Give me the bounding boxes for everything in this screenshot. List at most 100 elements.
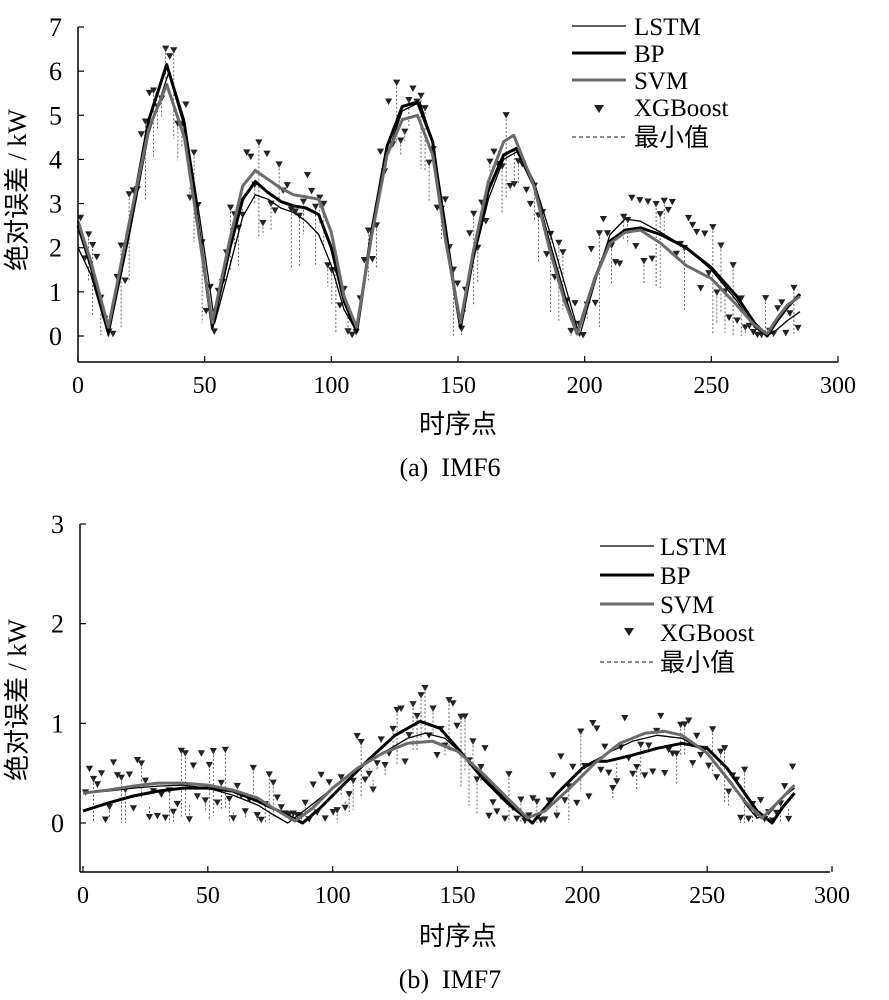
- y-tick-label: 0: [49, 322, 62, 351]
- xgboost-marker: [561, 797, 569, 804]
- xgboost-marker: [193, 793, 201, 800]
- xgboost-marker: [745, 322, 753, 330]
- xgboost-marker: [616, 260, 624, 267]
- xgboost-marker: [307, 187, 316, 195]
- xgboost-marker: [145, 89, 154, 97]
- legend-label-bp: BP: [634, 41, 665, 68]
- xgboost-marker: [277, 804, 285, 811]
- xgboost-marker: [360, 256, 368, 264]
- xgboost-marker: [501, 815, 509, 823]
- y-tick-label: 3: [51, 510, 64, 539]
- xgboost-marker: [613, 778, 621, 785]
- y-axis-label: 绝对误差 / kW: [3, 619, 32, 781]
- xgboost-marker: [526, 200, 535, 208]
- xgboost-marker: [409, 85, 417, 92]
- xgboost-marker: [336, 302, 344, 309]
- x-tick-label: 200: [567, 373, 603, 399]
- xgboost-marker: [97, 770, 106, 777]
- x-tick-label: 0: [72, 373, 84, 399]
- legend-swatch-xgboost: [594, 105, 604, 113]
- chart-caption: (b) IMF7: [399, 965, 502, 994]
- x-tick-label: 300: [814, 883, 850, 909]
- xgboost-marker: [243, 149, 251, 156]
- xgboost-marker: [688, 221, 697, 229]
- xgboost-marker: [291, 208, 299, 215]
- xgboost-marker: [185, 816, 193, 823]
- xgboost-marker: [668, 198, 676, 206]
- xgboost-marker: [569, 763, 577, 771]
- x-tick-label: 150: [440, 883, 476, 909]
- x-tick-label: 50: [193, 373, 217, 399]
- series-line-bp: [82, 719, 796, 825]
- xgboost-marker: [309, 781, 317, 789]
- x-tick-label: 250: [693, 373, 729, 399]
- xgboost-marker: [173, 800, 181, 808]
- xgboost-marker: [490, 148, 498, 156]
- series-line-svm: [76, 82, 801, 336]
- xgboost-marker: [453, 722, 461, 730]
- chart-panel-imf7: 0 50 100 150 200 250 300 0 1 2 3 绝对误差 / kW 时序点 (b)…: [3, 510, 850, 994]
- xgboost-marker: [263, 150, 271, 158]
- legend: LSTM BP SVM XGBoost 最小值: [600, 534, 755, 677]
- xgboost-marker: [133, 757, 142, 764]
- xgboost-marker: [693, 228, 701, 236]
- xgboost-marker: [636, 197, 644, 204]
- xgboost-marker: [510, 181, 518, 188]
- xgboost-marker: [273, 794, 281, 801]
- xgboost-marker: [593, 725, 601, 732]
- xgboost-marker: [648, 255, 656, 263]
- y-tick-label: 5: [49, 101, 62, 130]
- xgboost-marker: [157, 791, 165, 798]
- xgboost-marker: [553, 812, 561, 820]
- xgboost-marker: [579, 332, 587, 339]
- xgboost-marker: [641, 772, 649, 779]
- x-axis-label: 时序点: [419, 922, 497, 951]
- xgboost-marker: [589, 720, 597, 727]
- xgboost-marker: [605, 769, 613, 777]
- xgboost-marker: [376, 148, 385, 156]
- xgboost-marker: [137, 131, 145, 138]
- xgboost-marker: [303, 172, 312, 179]
- chart-panel-imf6: 0 50 100 150 200 250 300 0 1 2 3 4 5 6 7 绝对误差 / kW 时序点…: [3, 13, 856, 482]
- xgboost-marker: [599, 215, 608, 223]
- xgboost-marker: [733, 317, 741, 324]
- xgboost-marker: [493, 808, 501, 815]
- x-tick-label: 150: [440, 373, 476, 399]
- legend-label-svm: SVM: [634, 68, 688, 95]
- x-tick-label: 50: [196, 883, 220, 909]
- xgboost-marker: [125, 771, 134, 779]
- xgboost-marker: [774, 305, 782, 312]
- xgboost-marker: [466, 230, 474, 237]
- xgboost-marker: [543, 251, 551, 258]
- xgboost-marker: [397, 705, 405, 712]
- xgboost-marker: [317, 771, 325, 779]
- legend-label-svm: SVM: [660, 592, 714, 619]
- x-tick-label: 0: [77, 883, 89, 909]
- x-tick-label: 300: [820, 373, 856, 399]
- xgboost-marker: [644, 198, 652, 205]
- xgboost-marker: [441, 196, 449, 203]
- xgboost-marker: [587, 245, 595, 253]
- xgboost-marker: [628, 194, 636, 202]
- xgboost-marker: [713, 774, 721, 781]
- xgboost-marker: [541, 816, 549, 823]
- xgboost-marker: [325, 779, 333, 786]
- xgboost-marker: [482, 218, 490, 225]
- xgboost-marker: [202, 307, 210, 315]
- x-tick-label: 200: [564, 883, 600, 909]
- xgboost-marker: [685, 717, 693, 725]
- xgboost-marker: [697, 285, 705, 292]
- xgboost-marker: [557, 753, 565, 760]
- legend-label-bp: BP: [660, 563, 691, 590]
- xgboost-marker: [361, 776, 369, 784]
- legend-label-xgboost: XGBoost: [634, 95, 729, 122]
- xgboost-marker: [210, 328, 218, 335]
- xgboost-marker: [93, 781, 102, 788]
- xgboost-marker: [182, 101, 190, 109]
- xgboost-marker: [756, 797, 765, 804]
- xgboost-marker: [786, 310, 794, 317]
- xgboost-marker: [481, 745, 489, 752]
- xgboost-marker: [629, 770, 637, 778]
- xgboost-marker: [247, 153, 255, 161]
- xgboost-marker: [341, 804, 349, 812]
